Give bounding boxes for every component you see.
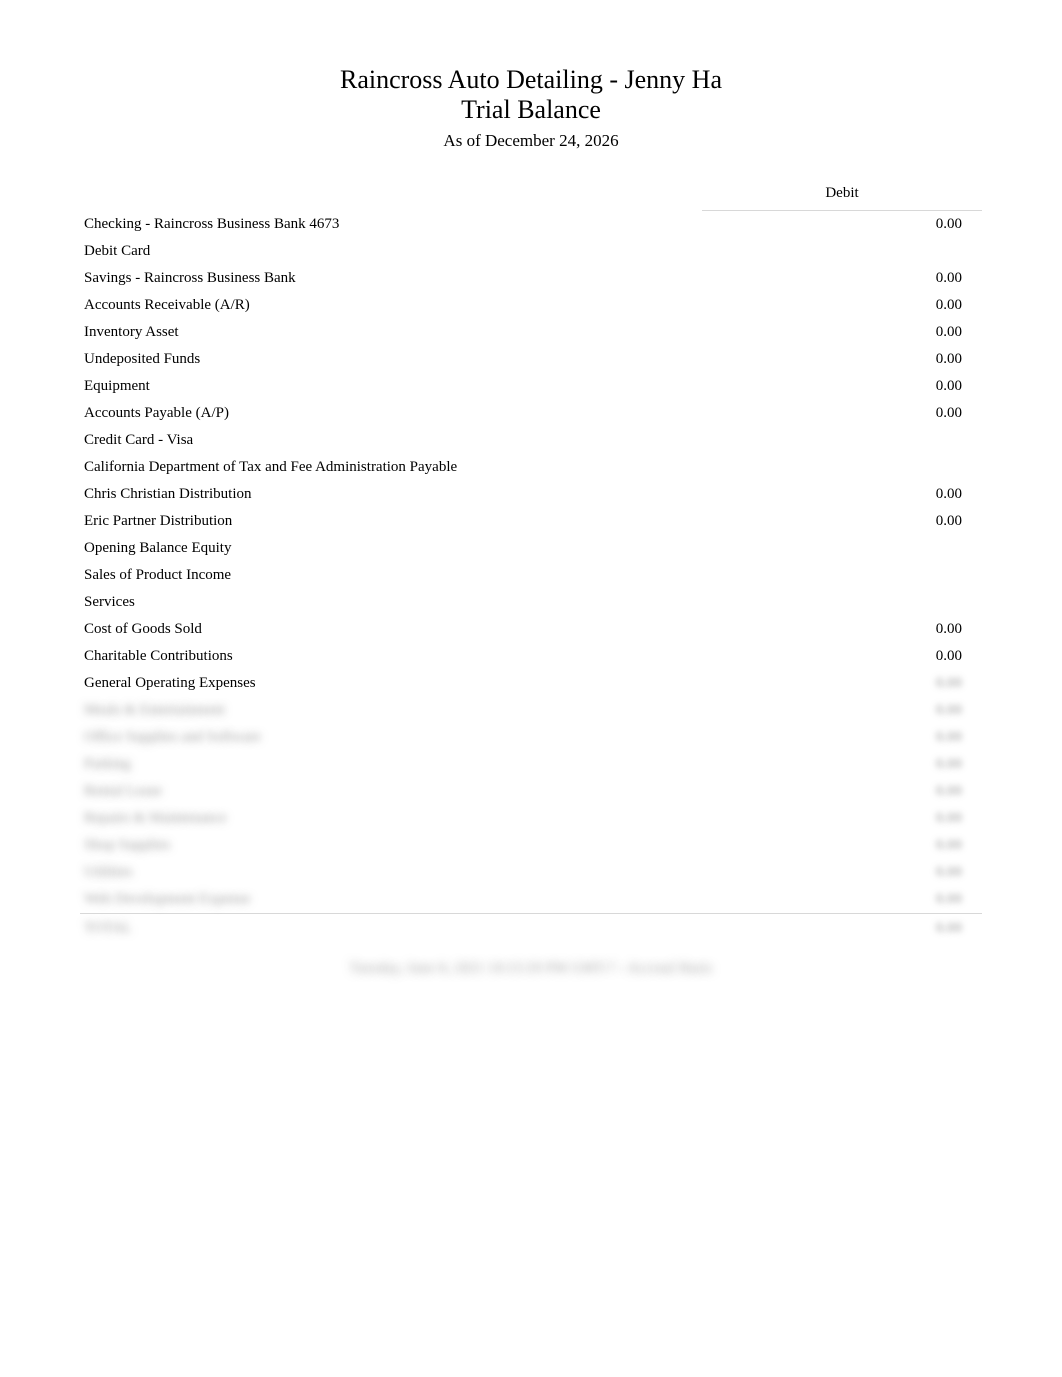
table-row: Meals & Entertainment0.00	[80, 697, 982, 724]
table-total-row: TOTAL0.00	[80, 913, 982, 942]
footer-timestamp-text: Tuesday, June 8, 2021 10:15:39 PM GMT-7 …	[350, 961, 713, 976]
report-title: Trial Balance	[80, 95, 982, 125]
table-header-row: Debit	[80, 179, 982, 211]
account-name-cell: General Operating Expenses	[80, 670, 702, 697]
table-row: Opening Balance Equity	[80, 535, 982, 562]
account-name-cell: Parking	[80, 751, 702, 778]
debit-cell: 0.00	[702, 292, 982, 319]
account-name-cell: Services	[80, 589, 702, 616]
debit-cell: 0.00	[702, 805, 982, 832]
account-name-cell: Sales of Product Income	[80, 562, 702, 589]
as-of-date: As of December 24, 2026	[80, 131, 982, 151]
account-name-cell: Shop Supplies	[80, 832, 702, 859]
account-name-cell: Accounts Payable (A/P)	[80, 400, 702, 427]
account-name-cell: Credit Card - Visa	[80, 427, 702, 454]
account-name-cell: Eric Partner Distribution	[80, 508, 702, 535]
table-row: Equipment0.00	[80, 373, 982, 400]
account-name-cell: Checking - Raincross Business Bank 4673	[80, 210, 702, 238]
total-debit-cell: 0.00	[702, 913, 982, 942]
debit-cell: 0.00	[702, 670, 982, 697]
table-row: Parking0.00	[80, 751, 982, 778]
debit-cell	[702, 238, 982, 265]
table-row: Services	[80, 589, 982, 616]
debit-cell: 0.00	[702, 373, 982, 400]
table-row: Shop Supplies0.00	[80, 832, 982, 859]
account-name-cell: Accounts Receivable (A/R)	[80, 292, 702, 319]
account-name-cell: Undeposited Funds	[80, 346, 702, 373]
debit-cell: 0.00	[702, 697, 982, 724]
report-header: Raincross Auto Detailing - Jenny Ha Tria…	[80, 65, 982, 151]
table-row: Savings - Raincross Business Bank0.00	[80, 265, 982, 292]
debit-cell: 0.00	[702, 724, 982, 751]
debit-cell: 0.00	[702, 265, 982, 292]
trial-balance-table: Debit Checking - Raincross Business Bank…	[80, 179, 982, 942]
table-row: Chris Christian Distribution0.00	[80, 481, 982, 508]
table-row: Office Supplies and Software0.00	[80, 724, 982, 751]
table-row: Checking - Raincross Business Bank 46730…	[80, 210, 982, 238]
debit-cell: 0.00	[702, 481, 982, 508]
account-name-cell: Meals & Entertainment	[80, 697, 702, 724]
debit-cell: 0.00	[702, 643, 982, 670]
debit-cell: 0.00	[702, 210, 982, 238]
debit-cell: 0.00	[702, 778, 982, 805]
table-row: Web Development Expense0.00	[80, 886, 982, 914]
table-row: Credit Card - Visa	[80, 427, 982, 454]
account-name-cell: Charitable Contributions	[80, 643, 702, 670]
account-name-cell: Debit Card	[80, 238, 702, 265]
account-name-cell: Rental Lease	[80, 778, 702, 805]
table-row: Cost of Goods Sold0.00	[80, 616, 982, 643]
column-header-account	[80, 179, 702, 211]
table-row: General Operating Expenses0.00	[80, 670, 982, 697]
table-row: Undeposited Funds0.00	[80, 346, 982, 373]
table-row: Eric Partner Distribution0.00	[80, 508, 982, 535]
table-row: Inventory Asset0.00	[80, 319, 982, 346]
column-header-debit: Debit	[702, 179, 982, 211]
table-row: Sales of Product Income	[80, 562, 982, 589]
account-name-cell: Utilities	[80, 859, 702, 886]
account-name-cell: Repairs & Maintenance	[80, 805, 702, 832]
table-body: Checking - Raincross Business Bank 46730…	[80, 210, 982, 942]
account-name-cell: Equipment	[80, 373, 702, 400]
table-row: Charitable Contributions0.00	[80, 643, 982, 670]
debit-cell	[702, 589, 982, 616]
report-page: Raincross Auto Detailing - Jenny Ha Tria…	[0, 0, 1062, 942]
footer-timestamp: Tuesday, June 8, 2021 10:15:39 PM GMT-7 …	[0, 959, 1062, 977]
debit-cell: 0.00	[702, 400, 982, 427]
table-row: California Department of Tax and Fee Adm…	[80, 454, 982, 481]
account-name-cell: Inventory Asset	[80, 319, 702, 346]
table-row: Accounts Receivable (A/R)0.00	[80, 292, 982, 319]
debit-cell: 0.00	[702, 859, 982, 886]
trial-balance-table-wrap: Debit Checking - Raincross Business Bank…	[80, 179, 982, 942]
total-label-cell: TOTAL	[80, 913, 702, 942]
table-row: Debit Card	[80, 238, 982, 265]
account-name-cell: Cost of Goods Sold	[80, 616, 702, 643]
table-row: Accounts Payable (A/P)0.00	[80, 400, 982, 427]
debit-cell	[702, 427, 982, 454]
debit-cell: 0.00	[702, 508, 982, 535]
debit-cell: 0.00	[702, 751, 982, 778]
account-name-cell: Web Development Expense	[80, 886, 702, 914]
debit-cell	[702, 454, 982, 481]
debit-cell: 0.00	[702, 346, 982, 373]
table-row: Repairs & Maintenance0.00	[80, 805, 982, 832]
account-name-cell: Opening Balance Equity	[80, 535, 702, 562]
debit-cell	[702, 562, 982, 589]
debit-cell	[702, 535, 982, 562]
debit-cell: 0.00	[702, 616, 982, 643]
debit-cell: 0.00	[702, 319, 982, 346]
table-row: Utilities0.00	[80, 859, 982, 886]
account-name-cell: Office Supplies and Software	[80, 724, 702, 751]
company-name: Raincross Auto Detailing - Jenny Ha	[80, 65, 982, 95]
table-row: Rental Lease0.00	[80, 778, 982, 805]
account-name-cell: California Department of Tax and Fee Adm…	[80, 454, 702, 481]
account-name-cell: Chris Christian Distribution	[80, 481, 702, 508]
debit-cell: 0.00	[702, 886, 982, 914]
account-name-cell: Savings - Raincross Business Bank	[80, 265, 702, 292]
debit-cell: 0.00	[702, 832, 982, 859]
